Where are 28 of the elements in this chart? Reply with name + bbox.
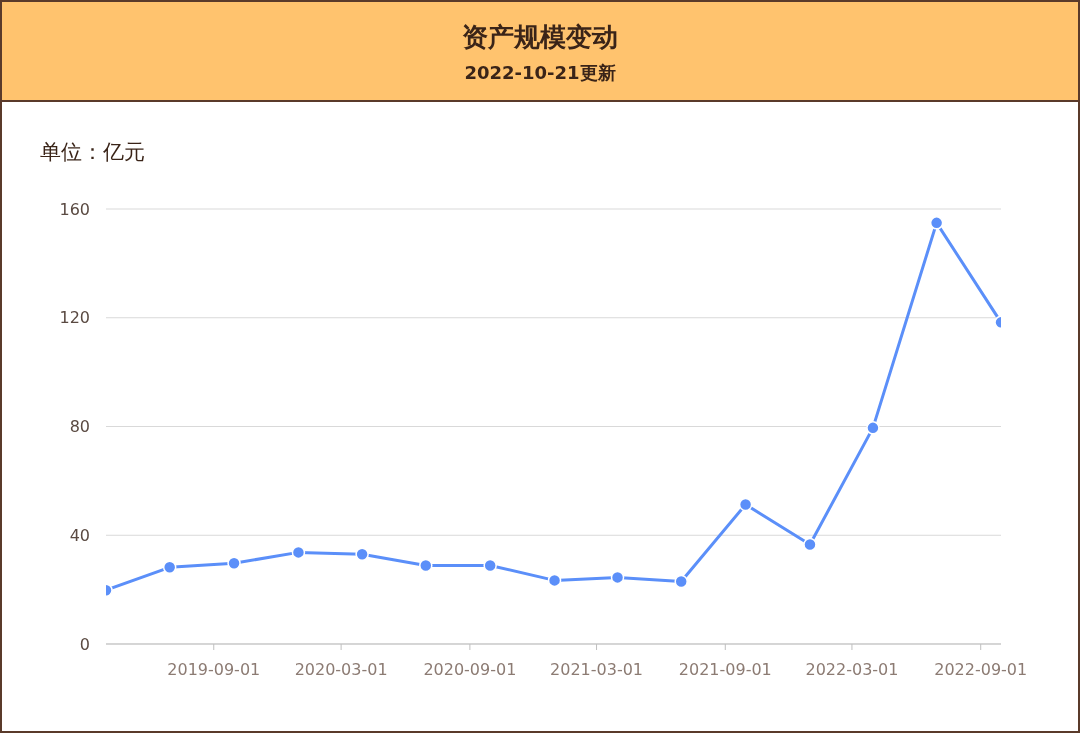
point [291,545,306,560]
y-tick-label: 120 [59,308,90,328]
x-tick-label: 2021-03-01 [550,660,644,680]
point [610,570,625,585]
point [419,558,433,573]
point [355,547,369,562]
y-axis-title: 单位：亿元 [40,139,145,166]
point [162,560,177,575]
y-tick-label: 40 [69,525,90,545]
point [547,573,562,588]
x-tick-label: 2022-09-01 [934,660,1028,680]
x-tick-label: 2021-09-01 [678,660,772,680]
point [227,556,241,570]
x-tick-label: 2020-03-01 [294,660,388,680]
y-tick-label: 0 [79,634,90,654]
x-tick-label: 2020-09-01 [423,660,517,680]
chart-title: 资产规模变动 [461,21,619,54]
x-tick-label: 2019-09-01 [167,660,261,680]
point [738,497,753,512]
y-tick-label: 80 [69,417,90,437]
point [483,558,497,573]
point [674,574,688,589]
point [866,421,880,435]
chart-subtitle: 2022-10-21更新 [463,61,617,85]
x-tick-label: 2022-03-01 [805,660,899,680]
y-tick-label: 160 [59,199,90,219]
point [803,537,817,552]
point [929,216,944,230]
